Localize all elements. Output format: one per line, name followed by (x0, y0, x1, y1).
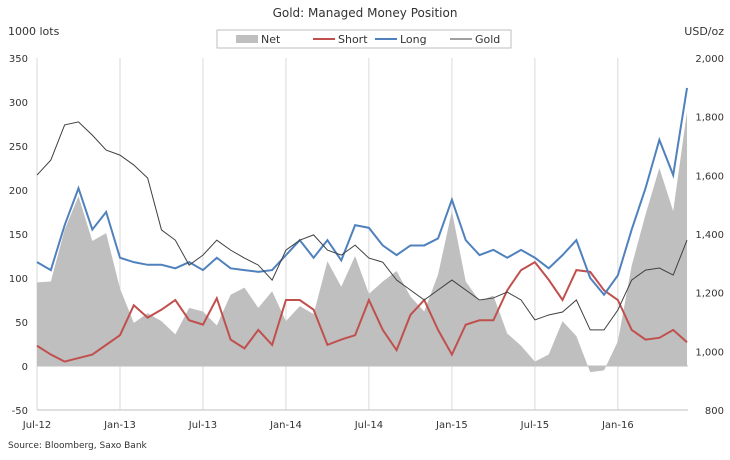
x-tick-label: Jan-16 (601, 420, 634, 431)
chart-title: Gold: Managed Money Position (273, 6, 458, 20)
left-tick-label: 50 (15, 318, 28, 329)
right-tick-label: 1,800 (695, 113, 724, 124)
left-tick-label: 300 (9, 98, 28, 109)
right-tick-label: 1,600 (695, 171, 724, 182)
right-tick-label: 1,400 (695, 230, 724, 241)
x-tick-label: Jul-14 (354, 420, 383, 431)
left-tick-label: 200 (9, 186, 28, 197)
legend-label-gold: Gold (475, 33, 500, 46)
series-net-area (37, 111, 688, 373)
left-tick-label: 150 (9, 230, 28, 241)
right-tick-label: 1,200 (695, 289, 724, 300)
source-note: Source: Bloomberg, Saxo Bank (8, 441, 148, 451)
right-axis-label: USD/oz (684, 25, 724, 38)
legend-label-short: Short (338, 33, 368, 46)
x-tick-label: Jul-15 (520, 420, 549, 431)
right-tick-label: 1,000 (695, 347, 724, 358)
x-tick-label: Jan-13 (103, 420, 136, 431)
right-tick-label: 2,000 (695, 54, 724, 65)
x-tick-label: Jan-14 (269, 420, 302, 431)
axes: Jul-12 Jan-13 Jul-13 Jan-14 Jul-14 Jan-15 Jul-… (9, 54, 724, 431)
left-tick-label: 350 (9, 54, 28, 65)
x-tick-label: Jan-15 (435, 420, 468, 431)
series-long-line (36, 87, 688, 297)
right-tick-label: 800 (705, 406, 724, 417)
legend-label-net: Net (261, 33, 281, 46)
series-gold-line (36, 121, 688, 331)
left-tick-label: 100 (9, 274, 28, 285)
left-axis-label: 1000 lots (8, 25, 60, 38)
legend-box (216, 29, 512, 49)
x-tick-label: Jul-12 (22, 420, 51, 431)
plot-area (36, 87, 688, 373)
left-tick-label: -50 (12, 406, 28, 417)
left-tick-label: 250 (9, 142, 28, 153)
series-short-line (36, 260, 688, 363)
left-tick-label: 0 (22, 362, 28, 373)
legend: Net Short Long Gold (216, 29, 512, 49)
legend-label-long: Long (400, 33, 427, 46)
legend-swatch-net (236, 35, 258, 43)
x-tick-label: Jul-13 (188, 420, 217, 431)
